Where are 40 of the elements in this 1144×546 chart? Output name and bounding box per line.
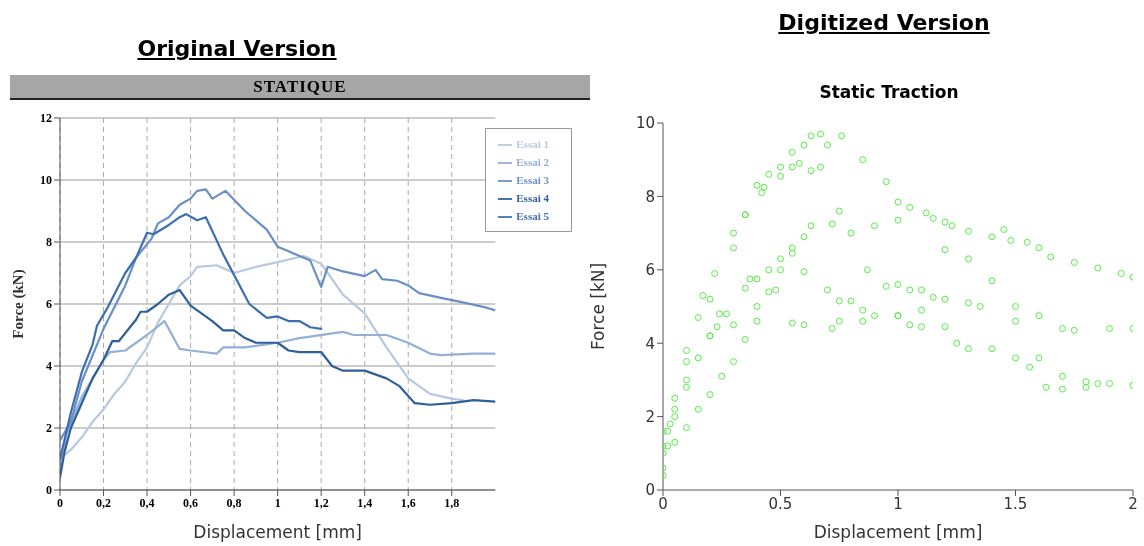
text: Original Version bbox=[136, 36, 338, 61]
y-tick-label: 12 bbox=[40, 111, 52, 126]
x-tick-label: 1.5 bbox=[1003, 494, 1028, 513]
x-axis-title: Displacement [mm] bbox=[193, 522, 362, 542]
legend-label: Essai 5 bbox=[516, 210, 549, 222]
x-tick-label: 0,4 bbox=[139, 495, 155, 510]
x-tick-label: 0 bbox=[658, 494, 668, 513]
x-tick-label: 1 bbox=[274, 495, 281, 510]
chart-title: STATIQUE bbox=[10, 75, 590, 100]
y-axis-title: Force [kN] bbox=[588, 262, 609, 351]
x-tick-label: 1,2 bbox=[313, 495, 329, 510]
y-tick-label: 6 bbox=[46, 297, 52, 312]
y-tick-label: 10 bbox=[40, 173, 52, 188]
legend-label: Essai 1 bbox=[516, 138, 549, 150]
x-tick-label: 1,6 bbox=[400, 495, 416, 510]
x-tick-label: 1,4 bbox=[357, 495, 373, 510]
legend-label: Essai 3 bbox=[516, 174, 549, 186]
x-tick-label: 1,8 bbox=[444, 495, 460, 510]
y-tick-label: 6 bbox=[645, 261, 655, 280]
y-tick-label: 0 bbox=[46, 483, 52, 498]
x-tick-label: 0.5 bbox=[768, 494, 793, 513]
chart-title: Static Traction bbox=[818, 81, 960, 104]
x-tick-label: 0,8 bbox=[226, 495, 242, 510]
x-tick-label: 0,2 bbox=[96, 495, 112, 510]
x-tick-label: 1 bbox=[893, 494, 903, 513]
y-tick-label: 2 bbox=[46, 421, 52, 436]
y-tick-label: 4 bbox=[645, 334, 655, 353]
x-tick-label: 2 bbox=[1128, 494, 1138, 513]
y-tick-label: 10 bbox=[635, 114, 655, 133]
y-tick-label: 8 bbox=[645, 187, 655, 206]
y-tick-label: 4 bbox=[46, 359, 52, 374]
legend-label: Essai 2 bbox=[516, 156, 549, 168]
legend-label: Essai 4 bbox=[516, 192, 549, 204]
x-tick-label: 0,6 bbox=[183, 495, 199, 510]
text: Digitized Version bbox=[777, 10, 991, 35]
y-tick-label: 8 bbox=[46, 235, 52, 250]
x-axis-title: Displacement [mm] bbox=[813, 522, 983, 542]
y-tick-label: 2 bbox=[645, 407, 655, 426]
x-tick-label: 0 bbox=[57, 495, 63, 510]
y-axis-title: Force (kN) bbox=[10, 269, 28, 339]
